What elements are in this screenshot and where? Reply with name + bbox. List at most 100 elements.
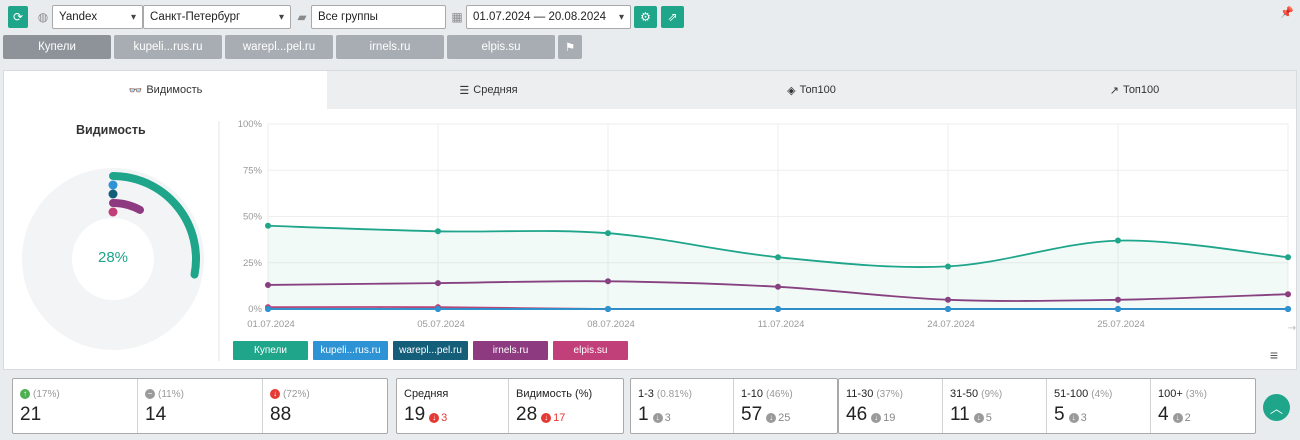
stat-label: 1-10 bbox=[741, 388, 764, 400]
arrow-down-icon: ↓ bbox=[766, 413, 777, 423]
stat-delta: 3 bbox=[664, 412, 671, 424]
stat-pct: (17%) bbox=[33, 388, 60, 400]
data-point[interactable] bbox=[265, 222, 271, 229]
visibility-gauge bbox=[22, 168, 204, 350]
data-point[interactable] bbox=[1285, 254, 1291, 261]
tab-label: Топ100 bbox=[1122, 84, 1160, 96]
data-point[interactable] bbox=[945, 263, 951, 270]
data-point[interactable] bbox=[1285, 306, 1291, 312]
gauge-ring-2 bbox=[108, 189, 118, 199]
gauge-hole bbox=[72, 218, 154, 300]
series-area-0 bbox=[268, 225, 1288, 309]
export-icon: ⇗ bbox=[667, 10, 678, 24]
data-point[interactable] bbox=[775, 306, 781, 312]
engine-select[interactable]: Yandex ▾ bbox=[52, 5, 143, 29]
engine-value: Yandex bbox=[59, 11, 98, 23]
flag-button[interactable]: ⚑ bbox=[558, 35, 582, 59]
stat-label: 31-50 bbox=[950, 388, 979, 400]
data-point[interactable] bbox=[605, 306, 611, 312]
stat-range-100-plus: 100+ (3%) 4 ↓ 2 bbox=[1151, 379, 1255, 433]
movement-card: ↑ (17%) 21 − (11%) 14 ↓ (72%) 88 bbox=[12, 378, 388, 434]
tab-top100-layers[interactable]: ◈ Топ100 bbox=[650, 71, 973, 109]
legend-item[interactable]: warepl...pel.ru bbox=[393, 341, 468, 360]
tag-irnels[interactable]: irnels.ru bbox=[336, 35, 444, 59]
tab-visibility[interactable]: 👓 Видимость bbox=[4, 71, 327, 109]
data-point[interactable] bbox=[945, 296, 951, 303]
data-point[interactable] bbox=[945, 306, 951, 312]
stat-range-1-10: 1-10 (46%) 57 ↓ 25 bbox=[734, 379, 837, 433]
data-point[interactable] bbox=[435, 280, 441, 287]
tag-kupeli-rus[interactable]: kupeli...rus.ru bbox=[114, 35, 222, 59]
stat-value: 11 bbox=[950, 404, 970, 425]
calendar-icon: ▦ bbox=[451, 10, 463, 24]
legend-item[interactable]: irnels.ru bbox=[473, 341, 548, 360]
stat-value: 19 bbox=[404, 404, 426, 425]
tag-label: irnels.ru bbox=[369, 41, 411, 53]
data-point[interactable] bbox=[435, 306, 441, 312]
data-point[interactable] bbox=[265, 281, 271, 288]
stat-label: Видимость (%) bbox=[516, 388, 593, 400]
data-point[interactable] bbox=[605, 278, 611, 285]
main-panel: 👓 Видимость ☰ Средняя ◈ Топ100 ↗ Топ100 … bbox=[3, 70, 1297, 370]
stat-delta: 3 bbox=[1080, 412, 1087, 424]
legend-item[interactable]: kupeli...rus.ru bbox=[313, 341, 388, 360]
date-range-select[interactable]: 01.07.2024 — 20.08.2024 ▾ bbox=[466, 5, 631, 29]
stat-value: 88 bbox=[270, 404, 292, 425]
refresh-icon: ⟳ bbox=[12, 10, 24, 24]
gauge-ring-1 bbox=[108, 180, 118, 190]
legend-item[interactable]: elpis.su bbox=[553, 341, 628, 360]
hamburger-menu-icon[interactable]: ≡ bbox=[1269, 347, 1278, 363]
refresh-button[interactable]: ⟳ bbox=[8, 6, 28, 28]
tab-top100-trend[interactable]: ↗ Топ100 bbox=[973, 71, 1296, 109]
tag-elpis[interactable]: elpis.su bbox=[447, 35, 555, 59]
tag-label: warepl...pel.ru bbox=[242, 41, 316, 53]
stat-average: Средняя 19 ↓ 3 bbox=[397, 379, 509, 433]
stat-label: 11-30 bbox=[846, 388, 874, 400]
data-point[interactable] bbox=[435, 228, 441, 235]
stat-label: 1-3 bbox=[638, 388, 654, 400]
y-tick-label: 75% bbox=[243, 165, 263, 176]
minus-icon: − bbox=[145, 389, 155, 399]
stat-same: − (11%) 14 bbox=[138, 379, 263, 433]
data-point[interactable] bbox=[1115, 296, 1121, 303]
legend-item[interactable]: Купели bbox=[233, 341, 308, 360]
glasses-icon: 👓 bbox=[128, 84, 143, 97]
tab-label: Видимость bbox=[146, 84, 203, 96]
region-select[interactable]: Санкт-Петербург ▾ bbox=[143, 5, 291, 29]
group-input[interactable]: Все группы bbox=[311, 5, 446, 29]
scroll-up-button[interactable]: ︿ bbox=[1263, 394, 1290, 421]
export-button[interactable]: ⇗ bbox=[661, 6, 684, 28]
stat-range-51-100: 51-100 (4%) 5 ↓ 3 bbox=[1047, 379, 1151, 433]
settings-button[interactable]: ⚙ bbox=[634, 6, 657, 28]
data-point[interactable] bbox=[265, 306, 271, 312]
visibility-percent: 28% bbox=[97, 249, 129, 266]
project-tags: Купели kupeli...rus.ru warepl...pel.ru i… bbox=[3, 35, 582, 59]
data-point[interactable] bbox=[1115, 237, 1121, 244]
stat-delta: 19 bbox=[883, 412, 896, 424]
region-value: Санкт-Петербург bbox=[150, 11, 241, 23]
stat-label: 100+ bbox=[1158, 388, 1183, 400]
data-point[interactable] bbox=[605, 230, 611, 237]
data-point[interactable] bbox=[1285, 291, 1291, 298]
data-point[interactable] bbox=[775, 283, 781, 290]
stat-pct: (11%) bbox=[158, 388, 184, 400]
gauge-ring-4 bbox=[108, 207, 118, 217]
data-point[interactable] bbox=[1115, 306, 1121, 312]
gauge-ring-0 bbox=[109, 172, 200, 279]
pin-icon[interactable]: 📌 bbox=[1280, 7, 1294, 19]
stat-delta: 25 bbox=[778, 412, 791, 424]
stat-range-1-3: 1-3 (0.81%) 1 ↓ 3 bbox=[631, 379, 734, 433]
globe-icon: ◍ bbox=[37, 10, 49, 24]
tag-kupeli[interactable]: Купели bbox=[3, 35, 111, 59]
tag-warepl[interactable]: warepl...pel.ru bbox=[225, 35, 333, 59]
chevron-down-icon: ▾ bbox=[618, 12, 624, 23]
arrow-down-icon: ↓ bbox=[270, 389, 280, 399]
chevron-down-icon: ▾ bbox=[278, 12, 284, 23]
chart-scroll-arrow-icon: → bbox=[1288, 323, 1296, 334]
visibility-line-chart: 0% 25% 50% 75% 100% 01.07.2024 05.07.2024 08.07… bbox=[218, 119, 1296, 361]
stat-pct: (4%) bbox=[1091, 388, 1113, 400]
arrow-up-icon: ↑ bbox=[20, 389, 30, 399]
data-point[interactable] bbox=[775, 254, 781, 261]
x-tick-label: 05.07.2024 bbox=[417, 319, 465, 330]
tab-average[interactable]: ☰ Средняя bbox=[327, 71, 650, 109]
